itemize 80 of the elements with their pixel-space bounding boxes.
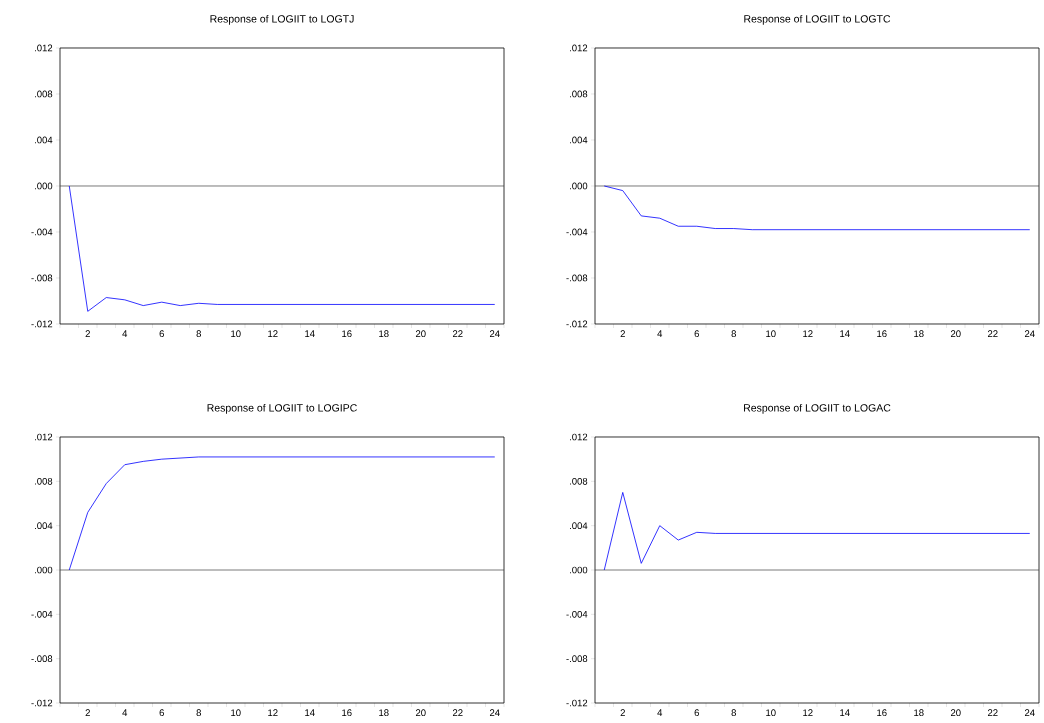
y-tick-label: -.004: [31, 610, 53, 618]
x-tick-label: 24: [489, 330, 500, 337]
y-tick-label: -.004: [566, 610, 588, 618]
chart-title: Response of LOGIIT to LOGTJ: [210, 14, 354, 25]
x-tick-label: 10: [231, 709, 241, 717]
x-tick-label: 20: [415, 330, 426, 338]
x-tick-label: 4: [122, 330, 128, 337]
x-tick-label: 16: [342, 709, 352, 717]
x-tick-label: 14: [305, 709, 315, 716]
x-tick-label: 6: [694, 330, 699, 338]
x-tick-label: 16: [877, 709, 887, 717]
y-tick-label: -.012: [31, 699, 53, 707]
x-tick-label: 10: [231, 330, 241, 338]
x-tick-label: 10: [766, 709, 776, 717]
x-tick-label: 2: [85, 709, 90, 716]
x-tick-label: 20: [415, 709, 426, 717]
y-tick-label: -.008: [31, 655, 53, 663]
x-tick-label: 4: [122, 709, 128, 716]
x-tick-label: 4: [657, 330, 663, 337]
x-tick-label: 2: [620, 709, 625, 716]
y-tick-label: -.008: [566, 655, 588, 663]
x-tick-label: 20: [950, 709, 961, 717]
x-tick-label: 14: [305, 330, 315, 337]
x-tick-label: 18: [914, 330, 924, 338]
y-tick-label: .000: [35, 566, 53, 574]
y-tick-label: .012: [35, 433, 53, 441]
y-tick-label: .000: [35, 182, 53, 190]
chart-title: Response of LOGIIT to LOGTC: [744, 14, 891, 25]
x-tick-label: 6: [159, 709, 164, 717]
x-tick-label: 8: [731, 709, 736, 717]
x-tick-label: 12: [268, 330, 278, 337]
x-tick-label: 12: [268, 709, 278, 716]
y-tick-label: .012: [570, 433, 588, 441]
y-tick-label: .012: [35, 44, 53, 52]
x-tick-label: 8: [731, 330, 736, 338]
y-tick-label: .008: [35, 477, 53, 485]
y-tick-label: .000: [570, 566, 588, 574]
x-tick-label: 14: [840, 330, 850, 337]
x-tick-label: 22: [987, 709, 998, 716]
x-tick-label: 2: [85, 330, 90, 337]
y-tick-label: -.012: [566, 699, 588, 707]
x-tick-label: 24: [1024, 709, 1035, 716]
x-tick-label: 24: [1024, 330, 1035, 337]
x-tick-label: 2: [620, 330, 625, 337]
x-tick-label: 18: [914, 709, 924, 717]
x-tick-label: 12: [803, 709, 813, 716]
x-tick-label: 20: [950, 330, 961, 338]
x-tick-label: 10: [766, 330, 776, 338]
x-tick-label: 14: [840, 709, 850, 716]
x-tick-label: 22: [987, 330, 998, 337]
x-tick-label: 18: [379, 330, 389, 338]
y-tick-label: -.012: [31, 320, 53, 328]
x-tick-label: 12: [803, 330, 813, 337]
x-tick-label: 8: [196, 330, 201, 338]
x-tick-label: 18: [379, 709, 389, 717]
y-tick-label: .004: [570, 136, 588, 144]
y-tick-label: .004: [570, 522, 588, 530]
x-tick-label: 4: [657, 709, 663, 716]
x-tick-label: 8: [196, 709, 201, 717]
y-tick-label: .008: [570, 90, 588, 98]
y-tick-label: .012: [570, 44, 588, 52]
y-tick-label: .000: [570, 182, 588, 190]
x-tick-label: 16: [342, 330, 352, 338]
y-tick-label: .004: [35, 522, 53, 530]
x-tick-label: 24: [489, 709, 500, 716]
y-tick-label: -.004: [31, 228, 53, 236]
chart-title: Response of LOGIIT to LOGAC: [744, 403, 891, 414]
x-tick-label: 6: [694, 709, 699, 717]
y-tick-label: -.008: [566, 274, 588, 282]
x-tick-label: 22: [452, 330, 463, 337]
y-tick-label: -.012: [566, 320, 588, 328]
x-tick-label: 16: [877, 330, 887, 338]
chart-title: Response of LOGIIT to LOGIPC: [207, 403, 357, 414]
x-tick-label: 6: [159, 330, 164, 338]
y-tick-label: -.004: [566, 228, 588, 236]
y-tick-label: -.008: [31, 274, 53, 282]
y-tick-label: .008: [35, 90, 53, 98]
y-tick-label: .004: [35, 136, 53, 144]
x-tick-label: 22: [452, 709, 463, 716]
y-tick-label: .008: [570, 477, 588, 485]
